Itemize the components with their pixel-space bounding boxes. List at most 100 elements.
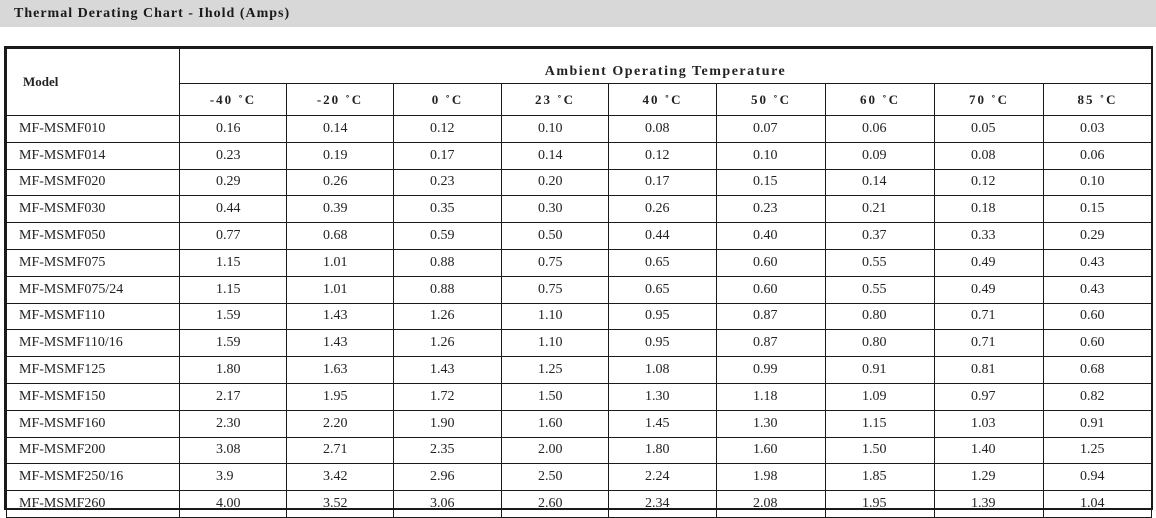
ihold-value-cell: 0.88 bbox=[393, 248, 502, 277]
ihold-value-cell: 0.43 bbox=[1043, 275, 1152, 304]
ihold-value-cell: 1.26 bbox=[393, 302, 502, 331]
ihold-value-cell: 0.33 bbox=[934, 222, 1044, 250]
ihold-value-cell: 1.09 bbox=[825, 382, 935, 411]
ihold-value-cell: 0.08 bbox=[934, 141, 1044, 170]
ihold-value-cell: 1.18 bbox=[716, 382, 826, 411]
temp-column-header: 23 ˚C bbox=[501, 83, 609, 116]
table-row: MF-MSMF110 1.59 1.43 1.26 1.10 0.95 0.87 0.80 0.… bbox=[6, 302, 1152, 331]
ihold-value-cell: 0.26 bbox=[608, 195, 717, 224]
ihold-value-cell: 3.9 bbox=[179, 463, 287, 492]
ihold-value-cell: 0.49 bbox=[934, 275, 1044, 304]
table-row: MF-MSMF150 2.17 1.95 1.72 1.50 1.30 1.18 1.09 0.… bbox=[6, 382, 1152, 411]
ihold-value-cell: 0.68 bbox=[286, 222, 394, 250]
ihold-value-cell: 0.44 bbox=[608, 222, 717, 250]
ihold-value-cell: 1.72 bbox=[393, 382, 502, 411]
ihold-value-cell: 2.71 bbox=[286, 436, 394, 465]
temp-column-header: -20 ˚C bbox=[286, 83, 394, 116]
table-row: MF-MSMF250/16 3.9 3.42 2.96 2.50 2.24 1.98 1.85… bbox=[6, 463, 1152, 492]
ihold-value-cell: 0.59 bbox=[393, 222, 502, 250]
ihold-value-cell: 0.10 bbox=[501, 115, 609, 143]
ihold-value-cell: 1.80 bbox=[608, 436, 717, 465]
table-row: MF-MSMF030 0.44 0.39 0.35 0.30 0.26 0.23 0.21 0.… bbox=[6, 195, 1152, 224]
ihold-value-cell: 0.60 bbox=[1043, 302, 1152, 331]
header-row-temperatures: -40 ˚C -20 ˚C 0 ˚C 23 ˚C 40 ˚C 50 ˚C 60 … bbox=[7, 83, 1152, 116]
ihold-value-cell: 1.80 bbox=[179, 356, 287, 384]
ihold-value-cell: 0.29 bbox=[1043, 222, 1152, 250]
model-cell: MF-MSMF110 bbox=[6, 302, 180, 331]
ihold-value-cell: 1.15 bbox=[825, 409, 935, 438]
ihold-value-cell: 0.55 bbox=[825, 248, 935, 277]
ihold-value-cell: 0.29 bbox=[179, 168, 287, 197]
ihold-value-cell: 1.25 bbox=[501, 356, 609, 384]
model-cell: MF-MSMF250/16 bbox=[6, 463, 180, 492]
ambient-temperature-header: Ambient Operating Temperature bbox=[179, 48, 1152, 84]
ihold-value-cell: 1.15 bbox=[179, 275, 287, 304]
model-cell: MF-MSMF110/16 bbox=[6, 329, 180, 358]
table-row: MF-MSMF260 4.00 3.52 3.06 2.60 2.34 2.08 1.95 1.… bbox=[6, 490, 1152, 518]
table-row: MF-MSMF020 0.29 0.26 0.23 0.20 0.17 0.15 0.14 0.… bbox=[6, 168, 1152, 197]
ihold-value-cell: 0.65 bbox=[608, 275, 717, 304]
temp-column-header: 50 ˚C bbox=[716, 83, 826, 116]
ihold-value-cell: 1.95 bbox=[286, 382, 394, 411]
ihold-value-cell: 1.95 bbox=[825, 490, 935, 518]
ihold-value-cell: 0.80 bbox=[825, 302, 935, 331]
ihold-value-cell: 0.14 bbox=[501, 141, 609, 170]
ihold-value-cell: 0.17 bbox=[393, 141, 502, 170]
ihold-value-cell: 1.26 bbox=[393, 329, 502, 358]
model-cell: MF-MSMF260 bbox=[6, 490, 180, 518]
ihold-value-cell: 1.60 bbox=[501, 409, 609, 438]
ihold-value-cell: 0.44 bbox=[179, 195, 287, 224]
ihold-value-cell: 2.96 bbox=[393, 463, 502, 492]
ihold-value-cell: 2.08 bbox=[716, 490, 826, 518]
ihold-value-cell: 0.15 bbox=[1043, 195, 1152, 224]
table-body: MF-MSMF010 0.16 0.14 0.12 0.10 0.08 0.07 0.06 0.… bbox=[6, 115, 1152, 518]
ihold-value-cell: 0.94 bbox=[1043, 463, 1152, 492]
table-row: MF-MSMF125 1.80 1.63 1.43 1.25 1.08 0.99 0.91 0.… bbox=[6, 356, 1152, 384]
ihold-value-cell: 2.00 bbox=[501, 436, 609, 465]
ihold-value-cell: 0.87 bbox=[716, 329, 826, 358]
ihold-value-cell: 0.39 bbox=[286, 195, 394, 224]
ihold-value-cell: 0.91 bbox=[1043, 409, 1152, 438]
ihold-value-cell: 1.01 bbox=[286, 275, 394, 304]
ihold-value-cell: 1.40 bbox=[934, 436, 1044, 465]
ihold-value-cell: 0.16 bbox=[179, 115, 287, 143]
ihold-value-cell: 2.24 bbox=[608, 463, 717, 492]
ihold-value-cell: 1.43 bbox=[393, 356, 502, 384]
derating-table: Model Ambient Operating Temperature -40 … bbox=[6, 48, 1152, 518]
ihold-value-cell: 1.63 bbox=[286, 356, 394, 384]
model-cell: MF-MSMF160 bbox=[6, 409, 180, 438]
ihold-value-cell: 0.12 bbox=[393, 115, 502, 143]
ihold-value-cell: 0.05 bbox=[934, 115, 1044, 143]
ihold-value-cell: 0.43 bbox=[1043, 248, 1152, 277]
header-row-group: Model Ambient Operating Temperature bbox=[6, 48, 1152, 116]
model-cell: MF-MSMF200 bbox=[6, 436, 180, 465]
ihold-value-cell: 0.40 bbox=[716, 222, 826, 250]
model-cell: MF-MSMF030 bbox=[6, 195, 180, 224]
derating-table-container: Model Ambient Operating Temperature -40 … bbox=[4, 46, 1153, 518]
model-cell: MF-MSMF020 bbox=[6, 168, 180, 197]
ihold-value-cell: 1.04 bbox=[1043, 490, 1152, 518]
table-row: MF-MSMF160 2.30 2.20 1.90 1.60 1.45 1.30 1.15 1.… bbox=[6, 409, 1152, 438]
ihold-value-cell: 0.07 bbox=[716, 115, 826, 143]
temp-column-header: 85 ˚C bbox=[1043, 83, 1152, 116]
ihold-value-cell: 0.80 bbox=[825, 329, 935, 358]
ihold-value-cell: 0.71 bbox=[934, 302, 1044, 331]
ihold-value-cell: 1.30 bbox=[716, 409, 826, 438]
ihold-value-cell: 1.90 bbox=[393, 409, 502, 438]
ihold-value-cell: 0.60 bbox=[1043, 329, 1152, 358]
model-cell: MF-MSMF010 bbox=[6, 115, 180, 143]
table-row: MF-MSMF075/24 1.15 1.01 0.88 0.75 0.65 0.60 0.5… bbox=[6, 275, 1152, 304]
ihold-value-cell: 0.35 bbox=[393, 195, 502, 224]
ihold-value-cell: 2.50 bbox=[501, 463, 609, 492]
ihold-value-cell: 0.81 bbox=[934, 356, 1044, 384]
model-column-header: Model bbox=[6, 48, 180, 116]
ihold-value-cell: 0.17 bbox=[608, 168, 717, 197]
ihold-value-cell: 0.10 bbox=[716, 141, 826, 170]
ihold-value-cell: 2.17 bbox=[179, 382, 287, 411]
ihold-value-cell: 0.12 bbox=[934, 168, 1044, 197]
ihold-value-cell: 0.77 bbox=[179, 222, 287, 250]
ihold-value-cell: 1.08 bbox=[608, 356, 717, 384]
ihold-value-cell: 1.10 bbox=[501, 302, 609, 331]
ihold-value-cell: 0.97 bbox=[934, 382, 1044, 411]
ihold-value-cell: 2.20 bbox=[286, 409, 394, 438]
